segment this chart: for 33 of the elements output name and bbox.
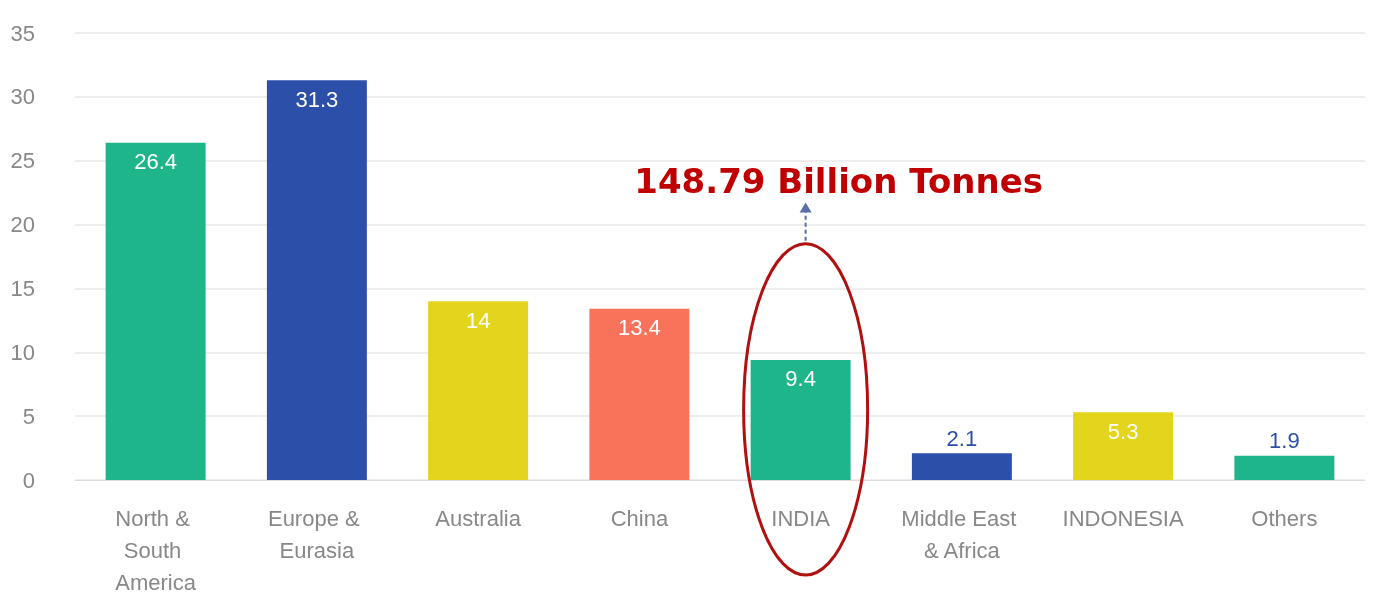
bar — [1234, 455, 1335, 480]
data-label: 2.1 — [946, 425, 978, 451]
y-tick-label: 25 — [10, 148, 35, 174]
data-label: 14 — [465, 307, 491, 333]
data-label: 13.4 — [617, 315, 661, 341]
x-tick-label: Others — [1251, 505, 1318, 531]
y-tick-label: 10 — [10, 339, 35, 365]
bar — [911, 453, 1012, 480]
x-tick-label: North & South America — [115, 505, 197, 595]
x-tick-label: Middle East & Africa — [901, 505, 1023, 563]
bar — [1073, 412, 1174, 480]
data-label: 26.4 — [134, 149, 178, 175]
x-tick-label: INDIA — [771, 505, 831, 531]
y-tick-label: 35 — [10, 20, 35, 46]
annotation: 148.79 Billion Tonnes — [634, 160, 1043, 201]
bar — [105, 142, 206, 480]
data-label: 5.3 — [1107, 418, 1139, 444]
x-tick-label: China — [610, 505, 669, 531]
x-tick-label: INDONESIA — [1062, 505, 1184, 531]
y-tick-label: 20 — [10, 212, 35, 238]
bar — [266, 80, 367, 480]
y-tick-label: 30 — [10, 84, 35, 110]
x-tick-label: Europe & Eurasia — [267, 505, 366, 563]
y-tick-label: 15 — [10, 275, 35, 301]
data-label: 1.9 — [1269, 428, 1300, 454]
y-tick-label: 0 — [22, 467, 35, 493]
data-label: 31.3 — [295, 86, 339, 112]
data-label: 9.4 — [785, 366, 816, 392]
bar — [750, 359, 851, 480]
bar — [428, 301, 529, 480]
bar — [589, 308, 690, 480]
y-tick-label: 5 — [22, 403, 35, 429]
x-tick-label: Australia — [435, 505, 522, 531]
